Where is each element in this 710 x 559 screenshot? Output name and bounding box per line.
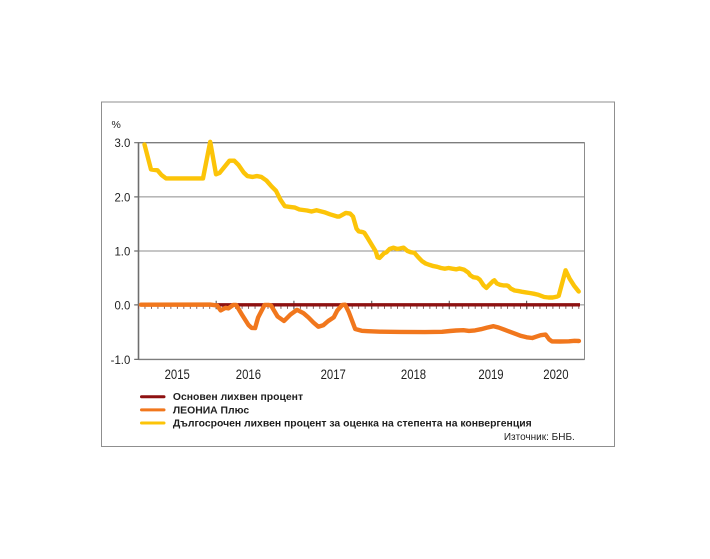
svg-text:0.0: 0.0 [114, 299, 130, 312]
svg-text:Основен лихвен процент: Основен лихвен процент [173, 392, 303, 403]
svg-text:3.0: 3.0 [114, 137, 130, 150]
svg-text:%: % [112, 119, 121, 131]
svg-text:1.0: 1.0 [114, 245, 130, 258]
svg-text:2.0: 2.0 [114, 191, 130, 204]
svg-text:ЛЕОНИА Плюс: ЛЕОНИА Плюс [173, 405, 249, 416]
svg-text:2020: 2020 [543, 367, 568, 382]
svg-text:2019: 2019 [478, 367, 503, 382]
svg-text:Източник: БНБ.: Източник: БНБ. [504, 432, 575, 443]
svg-text:2015: 2015 [165, 367, 190, 382]
svg-text:Дългосрочен лихвен процент за: Дългосрочен лихвен процент за оценка на … [173, 418, 532, 429]
svg-text:-1.0: -1.0 [111, 354, 131, 367]
svg-text:2017: 2017 [321, 367, 346, 382]
svg-text:2016: 2016 [236, 367, 261, 382]
svg-text:2018: 2018 [401, 367, 426, 382]
